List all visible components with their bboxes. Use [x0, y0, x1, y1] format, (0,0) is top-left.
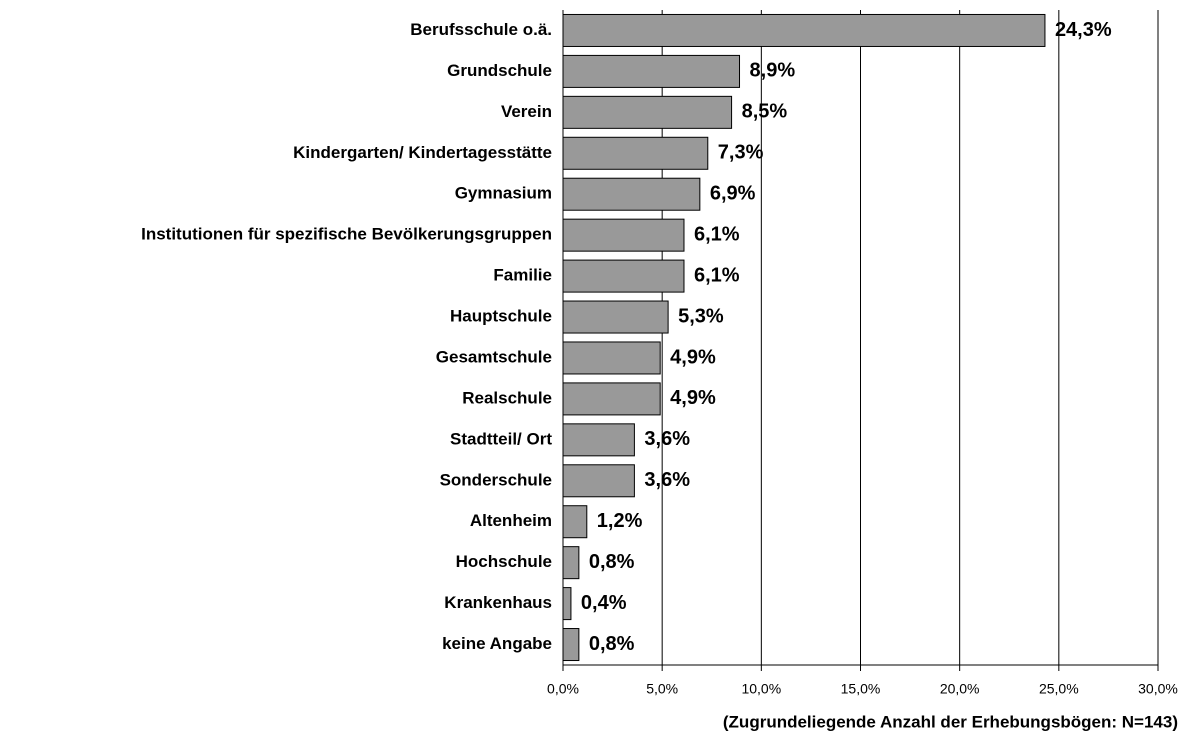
bar	[562, 300, 669, 334]
data-label: 7,3%	[718, 142, 764, 164]
bar	[562, 341, 661, 375]
data-label: 3,6%	[644, 469, 690, 491]
y-tick-label: Familie	[493, 266, 552, 285]
data-label: 1,2%	[597, 510, 643, 532]
y-tick-label: Verein	[501, 102, 552, 121]
x-tick-label: 20,0%	[940, 681, 980, 697]
data-label: 0,8%	[589, 551, 635, 573]
data-label: 6,1%	[694, 223, 740, 245]
bar	[562, 259, 685, 293]
x-tick-label: 10,0%	[741, 681, 781, 697]
data-label: 24,3%	[1055, 19, 1112, 41]
data-label: 6,1%	[694, 264, 740, 286]
bar	[562, 464, 635, 498]
y-tick-label: Institutionen für spezifische Bevölkerun…	[141, 225, 552, 244]
data-label: 0,4%	[581, 592, 627, 614]
y-tick-label: Hauptschule	[450, 307, 552, 326]
data-label: 8,9%	[750, 60, 796, 82]
bar	[562, 54, 741, 88]
data-label: 5,3%	[678, 305, 724, 327]
bar	[562, 218, 685, 252]
y-tick-label: Grundschule	[447, 61, 552, 80]
data-label: 4,9%	[670, 346, 716, 368]
bar	[562, 136, 709, 170]
y-tick-label: Gesamtschule	[436, 347, 552, 366]
bar	[562, 177, 701, 211]
y-tick-label: Realschule	[462, 388, 552, 407]
x-tick-label: 30,0%	[1138, 681, 1178, 697]
y-tick-label: Berufsschule o.ä.	[410, 20, 552, 39]
data-label: 0,8%	[589, 633, 635, 655]
data-label: 8,5%	[742, 101, 788, 123]
y-tick-label: Krankenhaus	[444, 593, 552, 612]
bar	[562, 423, 635, 457]
bar	[562, 13, 1046, 47]
x-axis-label: (Zugrundeliegende Anzahl der Erhebungsbö…	[723, 712, 1178, 731]
y-tick-label: Sonderschule	[440, 470, 552, 489]
bar	[562, 628, 580, 662]
y-tick-label: keine Angabe	[442, 634, 552, 653]
bar	[562, 546, 580, 580]
bar	[562, 95, 733, 129]
bar	[562, 587, 572, 621]
x-tick-label: 0,0%	[547, 681, 579, 697]
data-label: 3,6%	[644, 428, 690, 450]
x-tick-label: 5,0%	[646, 681, 678, 697]
data-label: 6,9%	[710, 183, 756, 205]
data-label: 4,9%	[670, 387, 716, 409]
x-tick-label: 25,0%	[1039, 681, 1079, 697]
y-tick-label: Altenheim	[470, 511, 552, 530]
y-tick-label: Hochschule	[456, 552, 552, 571]
bar	[562, 382, 661, 416]
x-tick-label: 15,0%	[841, 681, 881, 697]
y-tick-label: Kindergarten/ Kindertagesstätte	[293, 143, 552, 162]
y-tick-label: Gymnasium	[455, 184, 552, 203]
y-tick-label: Stadtteil/ Ort	[450, 429, 552, 448]
bar	[562, 505, 588, 539]
